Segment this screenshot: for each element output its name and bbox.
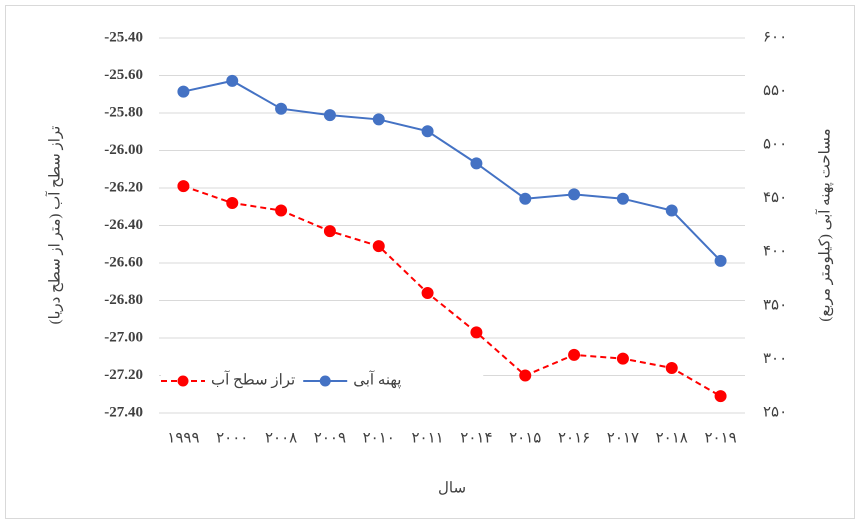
marker [714, 390, 727, 403]
y-tick-label: -25.40 [104, 29, 143, 45]
marker [519, 192, 532, 205]
y2-tick-label: ۵۰۰ [763, 137, 787, 153]
x-tick-label: ۲۰۱۱ [411, 430, 443, 446]
y-tick-label: -25.60 [104, 67, 143, 83]
y2-tick-label: ۳۰۰ [763, 351, 787, 367]
marker [519, 369, 532, 382]
x-tick-label: ۲۰۰۰ [216, 430, 248, 446]
y-tick-label: -27.20 [104, 367, 143, 383]
chart-border [5, 5, 855, 519]
x-tick-label: ۲۰۰۸ [265, 430, 297, 446]
marker [616, 192, 629, 205]
x-tick-label: ۱۹۹۹ [167, 430, 199, 446]
y2-tick-label: ۶۰۰ [763, 29, 787, 45]
y-tick-label: -26.80 [104, 292, 143, 308]
legend-marker [177, 375, 189, 387]
y2-tick-label: ۵۵۰ [763, 83, 787, 99]
marker [275, 204, 288, 217]
legend-marker [319, 375, 331, 387]
y2-tick-label: ۴۵۰ [763, 190, 787, 206]
marker [421, 287, 434, 299]
x-tick-label: ۲۰۰۹ [314, 430, 346, 446]
marker [568, 188, 581, 201]
y-axis-title: تراز سطح آب (متر از سطح دریا) [45, 126, 63, 325]
y-tick-label: -26.00 [104, 142, 143, 158]
x-tick-label: ۲۰۱۷ [607, 430, 639, 446]
x-tick-label: ۲۰۱۵ [509, 430, 541, 446]
marker [323, 109, 336, 122]
x-axis-title: سال [438, 480, 466, 496]
marker [470, 157, 483, 170]
x-tick-label: ۲۰۱۰ [363, 430, 395, 446]
marker [470, 326, 483, 339]
legend-label: پهنه آبی [353, 370, 401, 388]
y-tick-label: -26.40 [104, 217, 143, 233]
legend-label: تراز سطح آب [211, 370, 295, 388]
marker [177, 180, 190, 193]
y-tick-label: -27.00 [104, 329, 143, 345]
marker [323, 225, 336, 238]
marker [665, 204, 678, 217]
legend-bg [161, 371, 341, 391]
legend-bg [303, 371, 484, 391]
y-tick-label: -25.80 [104, 104, 143, 120]
y2-tick-label: ۲۵۰ [763, 404, 787, 420]
marker [372, 113, 385, 126]
y-tick-label: -26.60 [104, 254, 143, 270]
marker [714, 254, 727, 267]
y2-tick-label: ۳۵۰ [763, 297, 787, 313]
x-tick-label: ۲۰۱۸ [656, 430, 688, 446]
x-tick-label: ۲۰۱۶ [558, 430, 590, 446]
marker [665, 362, 678, 374]
y-tick-label: -27.40 [104, 404, 143, 420]
y-tick-label: -26.20 [104, 179, 143, 195]
marker [275, 102, 288, 115]
y2-tick-label: ۴۰۰ [763, 244, 787, 260]
marker [616, 352, 629, 365]
series-line [183, 79, 722, 262]
marker [226, 197, 239, 209]
series-line [183, 185, 722, 397]
marker [568, 348, 581, 361]
y2-axis-title: مساحت پهنه آبی (کیلومتر مربع) [815, 128, 833, 321]
marker [226, 74, 239, 87]
marker [177, 85, 190, 98]
x-tick-label: ۲۰۱۹ [704, 430, 736, 446]
marker [372, 240, 385, 253]
x-tick-label: ۲۰۱۴ [460, 430, 492, 446]
marker [421, 125, 434, 138]
